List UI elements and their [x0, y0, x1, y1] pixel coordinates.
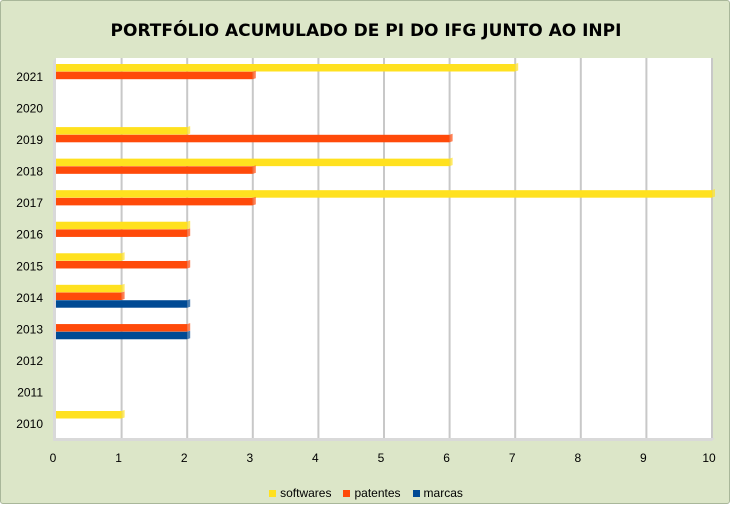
legend-item-marcas: marcas — [412, 486, 463, 500]
bar-patentes — [56, 166, 253, 174]
bar-side-softwares — [121, 283, 125, 293]
bar-side-softwares — [515, 63, 519, 72]
bar-side-softwares — [187, 126, 191, 135]
y-tick-label: 2015 — [16, 259, 43, 273]
x-tick-label: 4 — [312, 451, 319, 465]
x-tick-label: 7 — [509, 451, 516, 465]
legend-swatch — [269, 490, 277, 498]
legend-item-softwares: softwares — [269, 486, 331, 500]
bar-patentes — [56, 197, 253, 206]
y-tick-label: 2014 — [16, 291, 43, 305]
legend: softwares patentes marcas — [1, 486, 730, 500]
y-tick-label: 2017 — [16, 196, 43, 210]
y-tick-label: 2019 — [16, 133, 43, 147]
bar-patentes — [56, 229, 188, 237]
y-tick-label: 2012 — [16, 354, 43, 368]
bar-side-patentes — [252, 196, 256, 206]
x-tick-label: 8 — [574, 451, 581, 465]
bar-marcas — [56, 300, 188, 308]
bar-patentes — [56, 324, 188, 332]
chart-title: PORTFÓLIO ACUMULADO DE PI DO IFG JUNTO A… — [110, 21, 622, 41]
y-tick-label: 2021 — [16, 70, 43, 84]
bar-softwares — [56, 190, 712, 198]
bar-patentes — [56, 134, 450, 143]
legend-label: marcas — [423, 486, 463, 500]
y-tick-label: 2016 — [16, 228, 43, 242]
bar-side-softwares — [187, 220, 191, 230]
bar-softwares — [56, 158, 450, 167]
left-wall — [53, 58, 56, 441]
bar-side-softwares — [449, 157, 453, 167]
x-tick-label: 0 — [50, 451, 57, 465]
bar-side-patentes — [449, 133, 453, 143]
bar-side-softwares — [121, 410, 125, 419]
bar-marcas — [56, 331, 188, 340]
legend-item-patentes: patentes — [343, 486, 401, 500]
legend-label: patentes — [354, 486, 401, 500]
legend-swatch — [412, 490, 420, 498]
bar-softwares — [56, 284, 122, 293]
y-tick-label: 2010 — [16, 417, 43, 431]
bar-side-marcas — [187, 330, 191, 340]
y-tick-label: 2020 — [16, 102, 43, 116]
y-tick-label: 2018 — [16, 165, 43, 179]
bar-softwares — [56, 221, 188, 230]
bar-side-patentes — [187, 259, 191, 269]
x-tick-label: 2 — [181, 451, 188, 465]
x-tick-label: 3 — [246, 451, 253, 465]
floor — [53, 438, 715, 441]
bar-side-softwares — [121, 252, 125, 261]
bar-side-softwares — [712, 189, 715, 198]
bar-softwares — [56, 253, 122, 261]
bar-softwares — [56, 64, 516, 72]
bar-side-patentes — [252, 70, 256, 80]
x-tick-label: 9 — [640, 451, 647, 465]
bar-side-patentes — [121, 291, 125, 301]
x-tick-label: 10 — [702, 451, 716, 465]
x-tick-label: 1 — [115, 451, 122, 465]
bar-patentes — [56, 292, 122, 301]
legend-label: softwares — [280, 486, 332, 500]
bar-side-patentes — [187, 323, 191, 332]
bar-patentes — [56, 260, 188, 269]
bar-softwares — [56, 411, 122, 419]
y-tick-label: 2011 — [17, 385, 43, 399]
x-tick-label: 5 — [378, 451, 385, 465]
bar-side-patentes — [252, 165, 256, 174]
legend-swatch — [343, 490, 351, 498]
bar-softwares — [56, 127, 188, 135]
bar-patentes — [56, 71, 253, 80]
x-tick-label: 6 — [443, 451, 450, 465]
bar-side-patentes — [187, 228, 191, 237]
bar-side-marcas — [187, 299, 191, 308]
y-tick-label: 2013 — [16, 322, 43, 336]
